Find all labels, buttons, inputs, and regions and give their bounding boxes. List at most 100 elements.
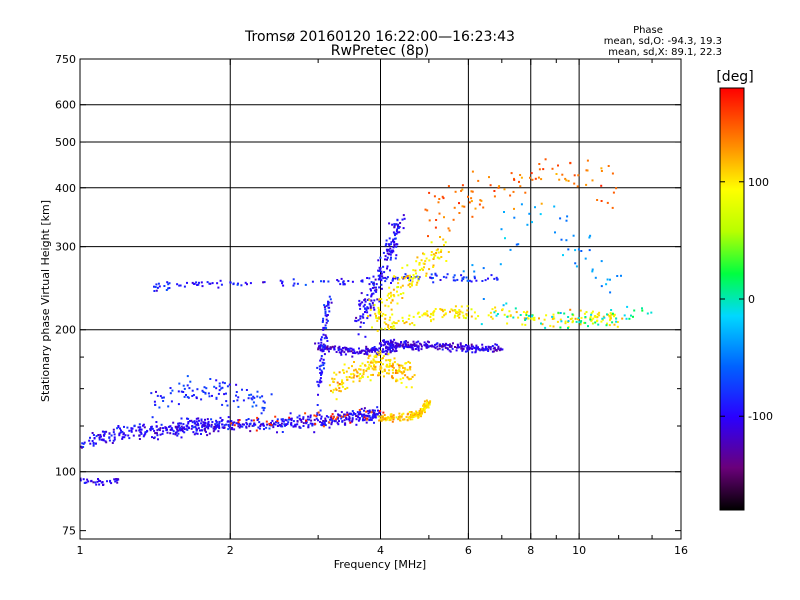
echo-point (567, 248, 570, 251)
echo-point (235, 391, 238, 393)
echo-point (431, 277, 434, 279)
echo-point (281, 418, 284, 421)
echo-point (91, 440, 94, 442)
echo-point (322, 328, 325, 331)
echo-point (217, 392, 220, 395)
echo-point (462, 314, 465, 317)
echo-point (615, 187, 618, 190)
echo-point (540, 178, 543, 181)
echo-point (245, 419, 248, 421)
echo-point (87, 480, 90, 483)
echo-point (304, 283, 307, 286)
echo-point (322, 345, 325, 348)
echo-point (150, 392, 153, 395)
echo-point (385, 346, 387, 349)
echo-point (387, 346, 390, 349)
echo-point (513, 178, 516, 181)
echo-point (370, 289, 372, 292)
echo-point (80, 446, 83, 449)
echo-point (397, 227, 399, 229)
echo-point (91, 432, 94, 434)
echo-point (418, 410, 421, 412)
echo-point (402, 214, 405, 217)
echo-point (543, 318, 546, 321)
echo-point (203, 386, 206, 389)
echo-point (331, 419, 334, 422)
echo-point (418, 263, 421, 266)
echo-point (565, 239, 568, 242)
echo-point (361, 376, 364, 379)
echo-point (484, 347, 487, 350)
echo-point (416, 413, 418, 416)
echo-point (440, 256, 443, 258)
echo-point (439, 344, 442, 347)
echo-point (413, 324, 416, 327)
echo-point (240, 284, 243, 287)
echo-point (321, 350, 324, 353)
echo-point (386, 363, 388, 366)
echo-point (613, 313, 616, 316)
echo-point (395, 343, 398, 346)
echo-point (426, 209, 429, 212)
echo-point (281, 282, 283, 285)
echo-point (621, 317, 624, 320)
echo-point (187, 422, 190, 425)
echo-point (399, 286, 402, 289)
echo-point (235, 383, 238, 386)
echo-point (95, 483, 98, 486)
echo-point (370, 360, 373, 363)
echo-point (589, 318, 592, 321)
echo-point (384, 258, 386, 261)
echo-point (386, 267, 388, 270)
echo-point (565, 179, 568, 182)
echo-point (351, 351, 354, 354)
echo-point (526, 223, 529, 226)
echo-point (458, 202, 460, 205)
echo-point (192, 426, 195, 429)
echo-point (409, 274, 411, 277)
echo-point (430, 273, 433, 276)
echo-point (334, 387, 337, 390)
echo-point (442, 197, 445, 200)
echo-point (601, 317, 604, 320)
echo-point (381, 350, 384, 353)
echo-point (378, 354, 381, 356)
echo-point (388, 319, 391, 322)
echo-point (509, 248, 512, 251)
echo-point (325, 346, 328, 349)
echo-point (441, 316, 444, 319)
echo-point (359, 315, 362, 318)
echo-point (354, 319, 357, 322)
echo-point (221, 403, 224, 406)
echo-point (380, 419, 383, 422)
echo-point (351, 365, 353, 368)
echo-point (575, 265, 578, 268)
echo-point (501, 308, 504, 311)
echo-point (459, 310, 462, 313)
echo-point (211, 421, 214, 423)
echo-point (515, 243, 518, 246)
echo-point (401, 372, 404, 375)
echo-point (384, 419, 387, 422)
echo-point (436, 248, 439, 251)
echo-point (390, 416, 393, 419)
echo-point (344, 353, 347, 356)
echo-point (410, 282, 413, 285)
echo-point (584, 316, 587, 318)
echo-point (359, 307, 362, 310)
echo-point (424, 313, 427, 316)
echo-point (203, 425, 206, 427)
echo-point (389, 358, 392, 361)
echo-point (194, 426, 197, 429)
echo-point (202, 391, 205, 393)
echo-point (380, 270, 383, 273)
echo-point (108, 432, 111, 435)
echo-point (314, 342, 317, 345)
echo-point (340, 417, 343, 420)
echo-point (386, 258, 388, 261)
echo-point (583, 312, 586, 315)
echo-point (575, 320, 578, 323)
echo-point (198, 419, 200, 422)
echo-point (371, 350, 374, 353)
echo-point (459, 343, 462, 346)
